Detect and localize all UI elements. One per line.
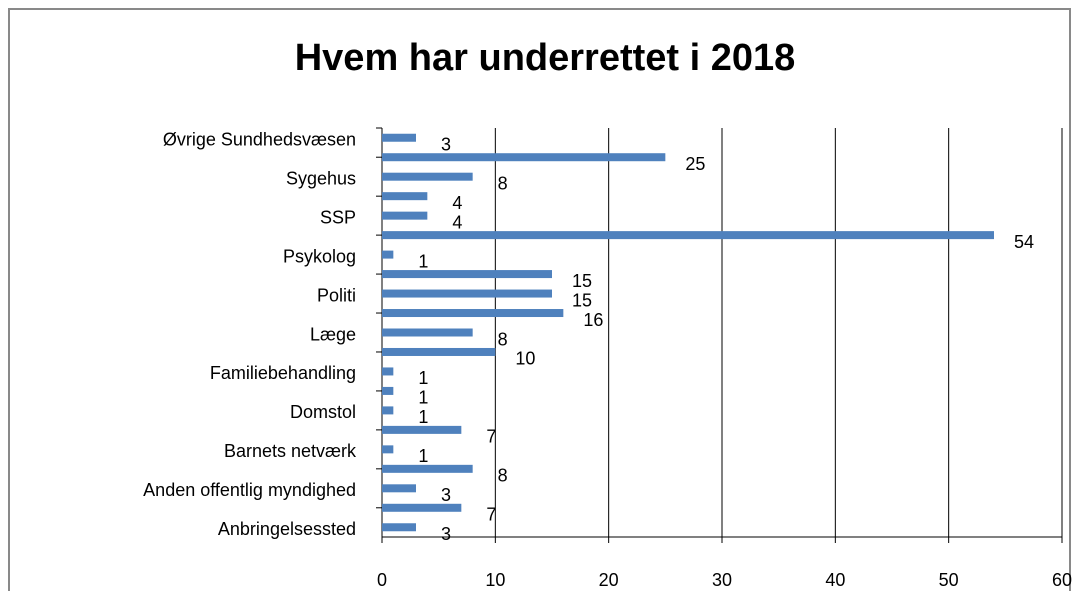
value-label: 1 xyxy=(418,407,428,427)
value-label: 1 xyxy=(418,251,428,271)
y-tick-label: Øvrige Sundhedsvæsen xyxy=(163,129,356,149)
y-tick-label: Sygehus xyxy=(286,168,356,188)
bar xyxy=(382,328,473,337)
chart-title: Hvem har underrettet i 2018 xyxy=(295,37,796,79)
value-label: 8 xyxy=(498,173,508,193)
value-label: 8 xyxy=(498,466,508,486)
y-tick-label: Anbringelsessted xyxy=(218,519,356,539)
bar xyxy=(382,464,473,473)
bar xyxy=(382,406,394,415)
bar xyxy=(382,250,394,259)
bar xyxy=(382,347,496,356)
bar xyxy=(382,289,552,298)
bar xyxy=(382,484,416,493)
y-tick-label: Psykolog xyxy=(283,246,356,266)
x-tick-label: 60 xyxy=(1052,570,1072,590)
x-tick-label: 40 xyxy=(825,570,845,590)
bar xyxy=(382,172,473,181)
bar xyxy=(382,503,462,512)
bar xyxy=(382,386,394,395)
y-tick-label: Politi xyxy=(317,285,356,305)
value-label: 7 xyxy=(486,427,496,447)
bar xyxy=(382,133,416,142)
y-tick-label: Anden offentlig myndighed xyxy=(143,480,356,500)
bar xyxy=(382,445,394,454)
y-tick-label: Barnets netværk xyxy=(224,441,357,461)
value-label: 1 xyxy=(418,446,428,466)
value-label: 10 xyxy=(515,349,535,369)
x-tick-label: 10 xyxy=(485,570,505,590)
x-tick-label: 50 xyxy=(939,570,959,590)
chart-border xyxy=(8,8,1071,591)
value-label: 25 xyxy=(685,154,705,174)
value-label: 4 xyxy=(452,193,462,213)
value-label: 16 xyxy=(583,310,603,330)
value-label: 8 xyxy=(498,329,508,349)
value-label: 3 xyxy=(441,134,451,154)
bar xyxy=(382,309,564,318)
bar xyxy=(382,270,552,279)
value-label: 4 xyxy=(452,212,462,232)
y-tick-label: Familiebehandling xyxy=(210,363,356,383)
y-tick-label: SSP xyxy=(320,207,356,227)
bar xyxy=(382,425,462,434)
x-tick-label: 30 xyxy=(712,570,732,590)
value-label: 15 xyxy=(572,290,592,310)
value-label: 3 xyxy=(441,485,451,505)
y-tick-label: Læge xyxy=(310,324,356,344)
y-tick-label: Domstol xyxy=(290,402,356,422)
bar xyxy=(382,211,428,220)
bar xyxy=(382,367,394,376)
bar xyxy=(382,231,994,240)
value-label: 1 xyxy=(418,368,428,388)
value-label: 7 xyxy=(486,505,496,525)
value-label: 3 xyxy=(441,524,451,544)
value-label: 54 xyxy=(1014,232,1034,252)
x-tick-label: 20 xyxy=(599,570,619,590)
value-label: 15 xyxy=(572,271,592,291)
bar xyxy=(382,523,416,532)
bar xyxy=(382,153,666,162)
x-tick-label: 0 xyxy=(377,570,387,590)
value-label: 1 xyxy=(418,388,428,408)
bar xyxy=(382,192,428,201)
